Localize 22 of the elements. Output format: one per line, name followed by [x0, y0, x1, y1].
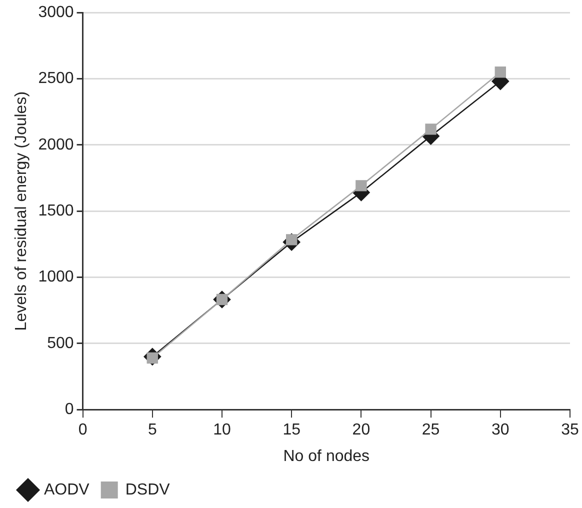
point	[356, 180, 367, 192]
y-tick-label: 2500	[38, 70, 74, 88]
x-axis-title: No of nodes	[283, 448, 370, 465]
x-tick-label: 20	[352, 422, 370, 439]
x-tick-label: 30	[492, 422, 510, 439]
x-tick-label: 35	[561, 422, 579, 439]
y-tick-label: 3000	[38, 4, 74, 22]
y-axis-title: Levels of residual energy (Joules)	[13, 91, 30, 331]
x-tick-label: 5	[148, 422, 157, 439]
x-tick-label: 0	[78, 422, 88, 439]
y-tick-label: 500	[47, 334, 74, 352]
point	[425, 124, 436, 135]
x-tick-label: 25	[422, 422, 440, 439]
y-tick-label: 2000	[38, 136, 74, 154]
y-tick-label: 1000	[38, 268, 74, 286]
legend-label: DSDV	[125, 481, 170, 498]
point	[494, 66, 506, 78]
y-tick-label: 1500	[38, 202, 74, 220]
x-tick-label: 10	[213, 422, 231, 439]
x-tick-label: 15	[282, 422, 301, 439]
legend-label: AODV	[44, 481, 90, 498]
y-tick-label: 0	[64, 401, 74, 418]
